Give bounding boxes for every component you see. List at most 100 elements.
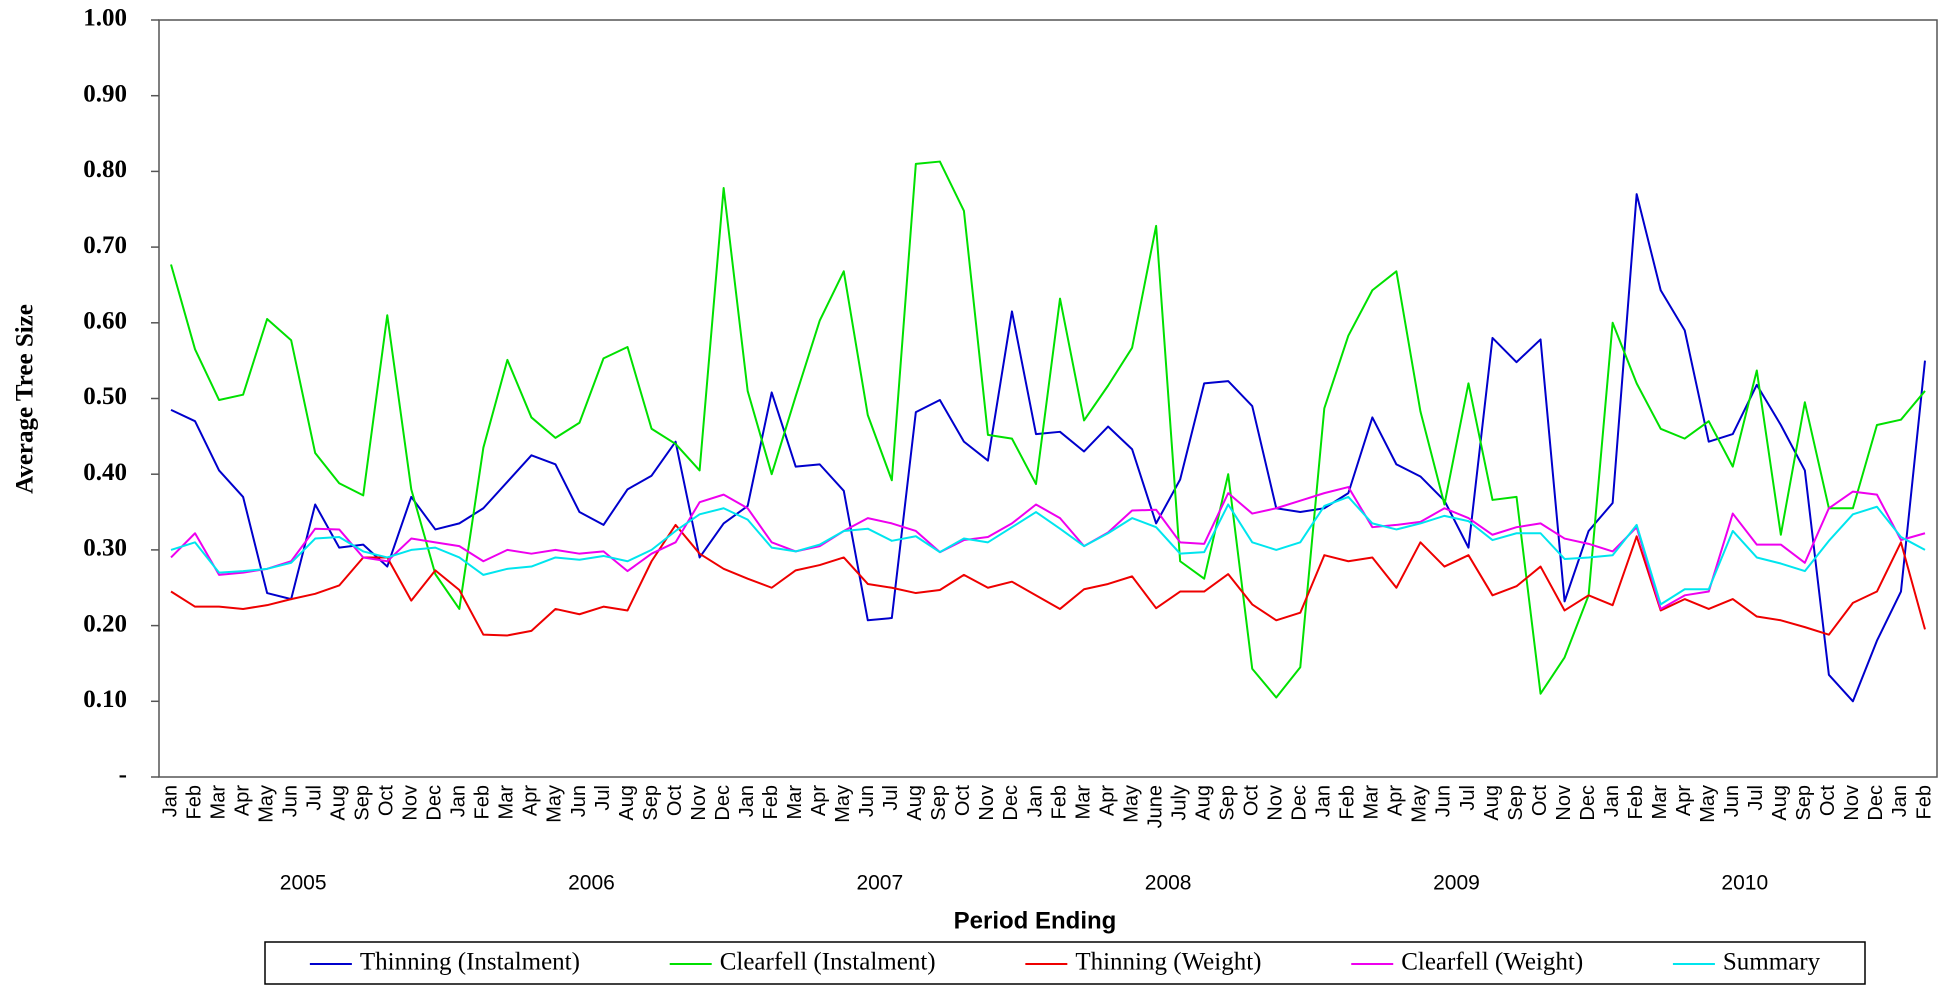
year-label: 2010 — [1721, 872, 1768, 895]
x-tick-label: Jan — [1889, 785, 1911, 817]
x-tick-label: Feb — [183, 785, 205, 819]
y-axis-title: Average Tree Size — [12, 304, 39, 494]
x-tick-label: Dec — [1289, 785, 1311, 821]
x-tick-label: Mar — [496, 785, 518, 820]
x-tick-label: Jan — [1313, 785, 1335, 817]
x-tick-label: Jan — [736, 785, 758, 817]
x-tick-label: Dec — [1577, 785, 1599, 821]
x-tick-label: Feb — [1625, 785, 1647, 819]
x-tick-label: Feb — [472, 785, 494, 819]
x-tick-label: Jul — [880, 785, 902, 811]
x-tick-label: Apr — [1096, 785, 1118, 816]
x-tick-label: Feb — [1913, 785, 1935, 819]
x-tick-label: Aug — [616, 785, 638, 821]
y-tick-label: 0.10 — [83, 686, 127, 713]
x-tick-label: Oct — [1529, 785, 1551, 817]
x-tick-label: May — [832, 785, 854, 823]
x-tick-label: July — [1168, 785, 1190, 821]
legend-label: Thinning (Weight) — [1075, 949, 1261, 976]
y-tick-label: 0.70 — [83, 232, 127, 259]
x-tick-label: Jun — [279, 785, 301, 817]
x-tick-label: Jan — [1024, 785, 1046, 817]
x-tick-label: Aug — [904, 785, 926, 821]
x-tick-label: Oct — [952, 785, 974, 817]
x-tick-label: Mar — [784, 785, 806, 820]
x-tick-label: Mar — [207, 785, 229, 820]
x-tick-label: Oct — [1241, 785, 1263, 817]
x-tick-label: Aug — [327, 785, 349, 821]
x-tick-label: Sep — [1216, 785, 1238, 821]
x-tick-label: Oct — [1817, 785, 1839, 817]
x-tick-label: Nov — [688, 785, 710, 821]
year-label: 2005 — [280, 872, 327, 895]
y-tick-label: 0.30 — [83, 535, 127, 562]
x-tick-label: Nov — [1265, 785, 1287, 821]
x-tick-label: Sep — [1793, 785, 1815, 821]
x-tick-label: Jul — [303, 785, 325, 811]
x-tick-label: Jul — [592, 785, 614, 811]
y-tick-label: 0.80 — [83, 156, 127, 183]
series-line — [170, 193, 1926, 703]
y-tick-label: 0.40 — [83, 459, 127, 486]
year-label: 2009 — [1433, 872, 1480, 895]
x-tick-label: Nov — [976, 785, 998, 821]
series-line — [170, 495, 1926, 606]
x-tick-label: Apr — [1673, 785, 1695, 816]
x-tick-label: Jan — [448, 785, 470, 817]
x-tick-label: Sep — [640, 785, 662, 821]
y-tick-label: - — [119, 762, 127, 789]
x-tick-label: Jun — [856, 785, 878, 817]
year-label: 2006 — [568, 872, 615, 895]
year-label: 2007 — [856, 872, 903, 895]
x-tick-label: Apr — [808, 785, 830, 816]
x-tick-label: Nov — [1841, 785, 1863, 821]
x-tick-label: Mar — [1072, 785, 1094, 820]
legend-label: Thinning (Instalment) — [360, 949, 580, 976]
series-line — [170, 523, 1926, 637]
x-tick-label: May — [1120, 785, 1142, 823]
x-tick-label: Aug — [1192, 785, 1214, 821]
x-tick-label: Jun — [568, 785, 590, 817]
x-tick-label: Feb — [760, 785, 782, 819]
legend-label: Clearfell (Instalment) — [720, 949, 936, 976]
x-tick-label: Dec — [1865, 785, 1887, 821]
series-line — [170, 160, 1926, 699]
x-tick-label: Dec — [424, 785, 446, 821]
x-tick-label: Mar — [1649, 785, 1671, 820]
x-tick-label: Jun — [1721, 785, 1743, 817]
legend-label: Summary — [1723, 949, 1821, 976]
x-tick-label: Apr — [231, 785, 253, 816]
x-tick-label: Aug — [1481, 785, 1503, 821]
x-tick-label: Feb — [1337, 785, 1359, 819]
x-tick-label: Jan — [159, 785, 181, 817]
x-tick-label: May — [544, 785, 566, 823]
legend-label: Clearfell (Weight) — [1401, 949, 1583, 976]
y-tick-label: 0.60 — [83, 308, 127, 335]
x-tick-label: Sep — [928, 785, 950, 821]
x-tick-label: Feb — [1048, 785, 1070, 819]
x-tick-label: Jun — [1433, 785, 1455, 817]
x-tick-label: Apr — [520, 785, 542, 816]
y-tick-label: 1.00 — [83, 5, 127, 32]
y-tick-label: 0.20 — [83, 610, 127, 637]
x-tick-label: Oct — [376, 785, 398, 817]
x-axis-title: Period Ending — [954, 907, 1117, 934]
x-tick-label: Jul — [1457, 785, 1479, 811]
x-tick-label: Sep — [1505, 785, 1527, 821]
x-tick-label: Oct — [664, 785, 686, 817]
x-tick-label: Aug — [1769, 785, 1791, 821]
x-tick-label: Nov — [400, 785, 422, 821]
legend-box — [264, 941, 1866, 985]
x-tick-label: June — [1144, 785, 1166, 828]
y-tick-label: 0.50 — [83, 383, 127, 410]
x-tick-label: Apr — [1385, 785, 1407, 816]
y-tick-label: 0.90 — [83, 80, 127, 107]
x-tick-label: Jul — [1745, 785, 1767, 811]
x-tick-label: Jan — [1601, 785, 1623, 817]
x-tick-label: May — [1697, 785, 1719, 823]
x-tick-label: Dec — [1000, 785, 1022, 821]
x-tick-label: Dec — [712, 785, 734, 821]
x-tick-label: Nov — [1553, 785, 1575, 821]
x-tick-label: Mar — [1361, 785, 1383, 820]
